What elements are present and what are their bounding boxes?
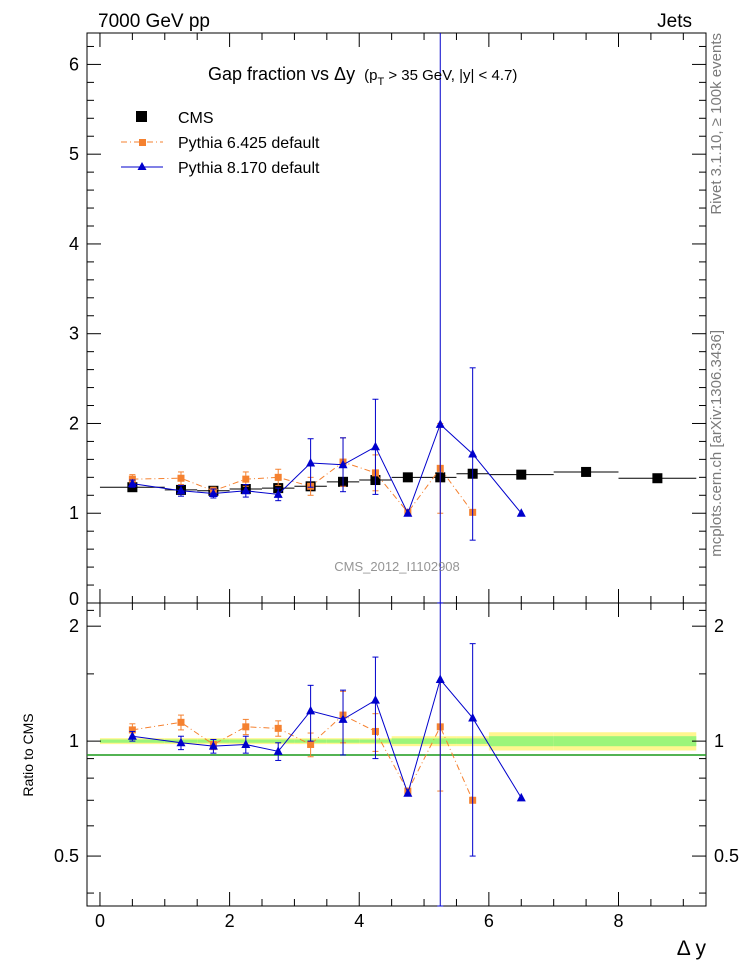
pythia8-ratio-point xyxy=(435,674,445,684)
pythia8-point xyxy=(306,457,316,467)
pythia6-point xyxy=(274,473,282,481)
main-plot-series xyxy=(99,33,697,604)
pythia8-ratio-point xyxy=(468,712,478,722)
chart-title-main: Gap fraction vs Δy xyxy=(208,64,355,84)
x-tick-label: 6 xyxy=(484,911,494,931)
pythia8-ratio-point xyxy=(338,714,348,723)
pythia8-ratio-point xyxy=(208,741,218,750)
legend: CMS Pythia 6.425 default Pythia 8.170 de… xyxy=(121,110,320,177)
legend-label-pythia6: Pythia 6.425 default xyxy=(178,135,320,152)
x-tick-label: 4 xyxy=(354,911,364,931)
ratio-tick-label-right: 2 xyxy=(714,616,724,636)
pythia6-ratio-point xyxy=(242,723,250,731)
x-axis-label: Δ y xyxy=(677,937,707,960)
y-tick-label: 3 xyxy=(69,324,79,344)
pythia6-ratio-point xyxy=(274,724,282,732)
pythia6-ratio-point xyxy=(307,740,315,748)
pythia6-point xyxy=(242,475,250,483)
pythia8-ratio-point xyxy=(127,731,137,740)
ratio-uncertainty-band xyxy=(99,732,697,751)
pythia6-point xyxy=(177,474,185,482)
chart-title-sub-rest: > 35 GeV, |y| < 4.7) xyxy=(384,67,517,84)
pythia8-ratio-point xyxy=(273,746,283,755)
ratio-plot-series xyxy=(127,603,526,907)
chart-title: Gap fraction vs Δy (pT > 35 GeV, |y| < 4… xyxy=(208,64,517,88)
pythia8-point xyxy=(468,448,478,458)
ratio-band-green xyxy=(553,736,619,747)
pythia6-ratio-point xyxy=(177,718,185,726)
ratio-band-green xyxy=(262,739,295,743)
ratio-tick-label: 1 xyxy=(69,731,79,751)
legend-marker-cms xyxy=(136,111,147,122)
pythia8-ratio-point xyxy=(176,737,186,747)
pythia8-ratio-line xyxy=(132,678,522,799)
header-left: 7000 GeV pp xyxy=(98,11,210,32)
y-tick-label: 5 xyxy=(69,144,79,164)
pythia6-ratio-line xyxy=(132,714,474,801)
pythia8-ratio-point xyxy=(241,739,251,748)
legend-marker-pythia6 xyxy=(139,139,146,146)
ratio-band-green xyxy=(618,736,697,747)
x-tick-label: 2 xyxy=(225,911,235,931)
y-tick-label: 4 xyxy=(69,234,79,254)
rivet-label: Rivet 3.1.10, ≥ 100k events xyxy=(708,33,725,215)
x-tick-label: 8 xyxy=(613,911,623,931)
pythia8-point xyxy=(516,508,526,517)
pythia8-point xyxy=(273,489,283,498)
pythia8-point xyxy=(403,508,413,517)
mcplots-label: mcplots.cern.ch [arXiv:1306.3436] xyxy=(708,330,725,557)
x-tick-label: 0 xyxy=(95,911,105,931)
cms-point xyxy=(652,473,663,484)
ratio-tick-label-right: 1 xyxy=(714,731,724,751)
chart-title-sub-T: T xyxy=(377,76,384,88)
pythia8-ratio-point xyxy=(306,705,316,715)
ratio-band-green xyxy=(488,736,554,747)
legend-marker-pythia8 xyxy=(137,162,147,170)
legend-label-cms: CMS xyxy=(178,110,214,127)
y-tick-label: 1 xyxy=(69,503,79,523)
pythia8-line xyxy=(132,423,522,515)
cms-point xyxy=(581,466,592,477)
pythia8-ratio-point xyxy=(403,788,413,797)
pythia8-ratio-point xyxy=(516,792,526,802)
ratio-tick-label: 0.5 xyxy=(54,846,79,866)
axis-ticks: 0 2 4 6 8 1 2 3 4 5 6 0 0.5 0.5 1 1 2 2 xyxy=(54,33,739,931)
pythia8-point xyxy=(241,485,251,495)
pythia8-point xyxy=(370,441,380,451)
pythia8-point xyxy=(127,478,137,488)
header-right: Jets xyxy=(657,11,692,32)
pythia8-point xyxy=(208,488,218,497)
pythia8-ratio-point xyxy=(370,695,380,704)
y-tick-label-zero: 0 xyxy=(69,589,79,609)
chart-title-sub: (p xyxy=(364,67,377,84)
pythia8-point xyxy=(176,485,186,495)
y-tick-label: 6 xyxy=(69,54,79,74)
y-tick-label: 2 xyxy=(69,413,79,433)
pythia8-point xyxy=(435,419,445,428)
cms-point xyxy=(402,472,413,483)
ratio-band-green xyxy=(391,738,425,744)
ratio-tick-label: 2 xyxy=(69,616,79,636)
cms-point xyxy=(516,469,527,480)
ratio-tick-label-right: 0.5 xyxy=(714,846,739,866)
legend-label-pythia8: Pythia 8.170 default xyxy=(178,160,320,177)
pythia8-point xyxy=(338,459,348,469)
pythia6-ratio-point xyxy=(128,726,136,734)
ratio-y-axis-label: Ratio to CMS xyxy=(20,713,36,796)
analysis-watermark: CMS_2012_I1102908 xyxy=(334,559,460,574)
